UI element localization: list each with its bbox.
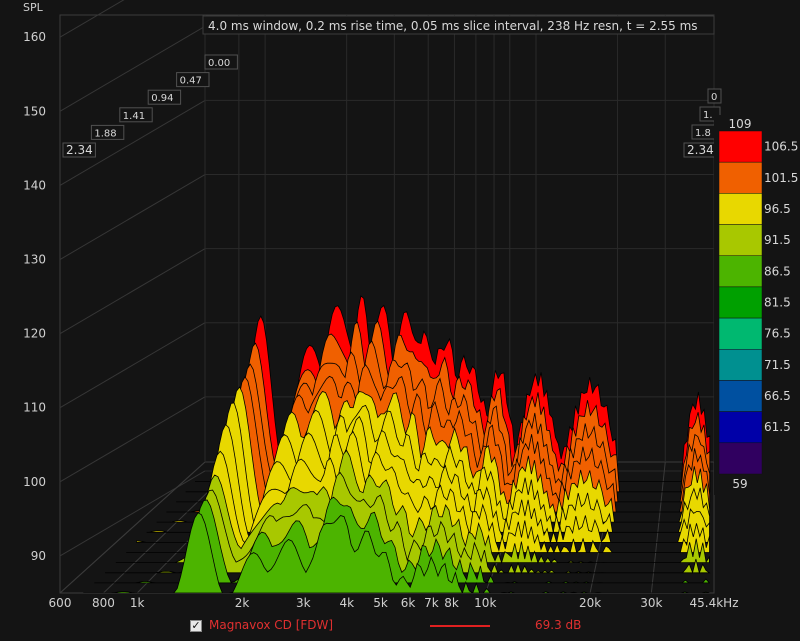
- x-tick-label: 2k: [235, 596, 250, 610]
- x-gridline: [59, 461, 206, 594]
- x-tick-label: 8k: [444, 596, 459, 610]
- time-tick-box: [176, 72, 210, 88]
- time-tick-label: 1.41: [123, 111, 145, 122]
- x-tick-label: 1k: [130, 596, 145, 610]
- x-tick-label: 45.4kHz: [690, 596, 739, 610]
- colorbar-segment: [718, 380, 763, 412]
- y-tick-label: 100: [23, 475, 46, 489]
- colorbar-label: 96.5: [764, 202, 791, 216]
- waterfall-slice: [83, 512, 710, 593]
- y-gridline: [59, 322, 206, 409]
- colorbar-label: 101.5: [764, 171, 798, 185]
- y-gridline: [59, 470, 206, 557]
- colorbar-label: 59: [732, 477, 747, 491]
- colorbar-segment: [718, 411, 763, 444]
- colorbar-segment: [718, 255, 763, 288]
- x-tick-label: 3k: [296, 596, 311, 610]
- time-tick-label-right: 1.: [703, 110, 713, 121]
- colorbar-segment: [718, 193, 763, 225]
- time-tick-label-right: 1.8: [695, 128, 711, 139]
- x-gridline: [650, 461, 666, 594]
- time-tick-box: [90, 124, 125, 140]
- legend-series-name[interactable]: Magnavox CD [FDW]: [209, 618, 334, 632]
- info-text: 4.0 ms window, 0.2 ms rise time, 0.05 ms…: [208, 19, 698, 33]
- time-tick-box: [147, 89, 182, 105]
- y-tick-label: 120: [23, 327, 46, 341]
- colorbar-segment: [718, 130, 763, 163]
- colorbar-label: 106.5: [764, 140, 798, 154]
- time-tick-label: 0.47: [180, 76, 202, 87]
- colorbar-label: 86.5: [764, 264, 791, 278]
- colorbar-label: 81.5: [764, 296, 791, 310]
- y-gridline: [59, 0, 125, 38]
- y-gridline: [59, 25, 206, 112]
- colorbar-segment: [718, 317, 763, 350]
- y-axis-label: SPL: [23, 1, 44, 14]
- time-tick-label: 2.34: [66, 143, 93, 157]
- colorbar-label: 109: [729, 117, 752, 131]
- info-box: 4.0 ms window, 0.2 ms rise time, 0.05 ms…: [202, 15, 715, 35]
- y-tick-label: 150: [23, 104, 46, 118]
- y-tick-label: 140: [23, 178, 46, 192]
- time-tick-label: 0.00: [208, 58, 230, 69]
- time-tick-label-right: 2.34: [687, 143, 714, 157]
- x-tick-label: 10k: [474, 596, 496, 610]
- colorbar-label: 91.5: [764, 233, 791, 247]
- y-tick-label: 130: [23, 253, 46, 267]
- y-gridline: [59, 174, 206, 260]
- legend: ✓ Magnavox CD [FDW] 69.3 dB: [0, 612, 800, 641]
- y-tick-label: 110: [23, 401, 46, 415]
- colorbar-segment: [718, 224, 763, 256]
- time-tick-label-right: 0: [711, 92, 717, 103]
- colorbar-segment: [718, 349, 763, 381]
- colorbar-segment: [718, 286, 763, 319]
- time-tick-label: 1.88: [94, 128, 116, 139]
- x-tick-label: 600: [49, 596, 72, 610]
- colorbar-label: 71.5: [764, 358, 791, 372]
- x-tick-label: 7k: [424, 596, 439, 610]
- legend-value: 69.3 dB: [535, 618, 582, 632]
- colorbar-segment: [718, 161, 763, 194]
- x-tick-label: 4k: [339, 596, 354, 610]
- colorbar-label: 66.5: [764, 389, 791, 403]
- colorbar-segment: [718, 442, 763, 475]
- x-tick-label: 800: [92, 596, 115, 610]
- legend-checkbox[interactable]: ✓: [190, 619, 202, 632]
- y-gridline: [59, 248, 206, 335]
- legend-line-swatch: [430, 625, 490, 627]
- time-tick-box: [62, 142, 96, 158]
- colorbar-label: 61.5: [764, 420, 791, 434]
- time-tick-box-right: [707, 88, 722, 104]
- y-gridline: [59, 100, 206, 186]
- x-tick-label: 6k: [401, 596, 416, 610]
- colorbar: 109 106.5 101.5 96.5 91.5 86.5 81.5 76.5 71.5 66.…: [714, 115, 800, 495]
- x-tick-label: 5k: [373, 596, 388, 610]
- colorbar-label: 76.5: [764, 327, 791, 341]
- y-tick-label: 160: [23, 30, 46, 44]
- time-tick-label: 0.94: [151, 93, 173, 104]
- x-tick-label: 20k: [579, 596, 601, 610]
- axis-ticks: 90 100 110 120 130 140 150 160 600 800 1k 2k 3k 4k 5k 6…: [23, 30, 738, 610]
- waterfall-surface: [83, 295, 711, 593]
- x-tick-label: 30k: [640, 596, 662, 610]
- y-tick-label: 90: [31, 549, 46, 563]
- y-gridline: [59, 396, 206, 483]
- time-tick-box: [204, 54, 238, 70]
- time-tick-box: [119, 107, 153, 123]
